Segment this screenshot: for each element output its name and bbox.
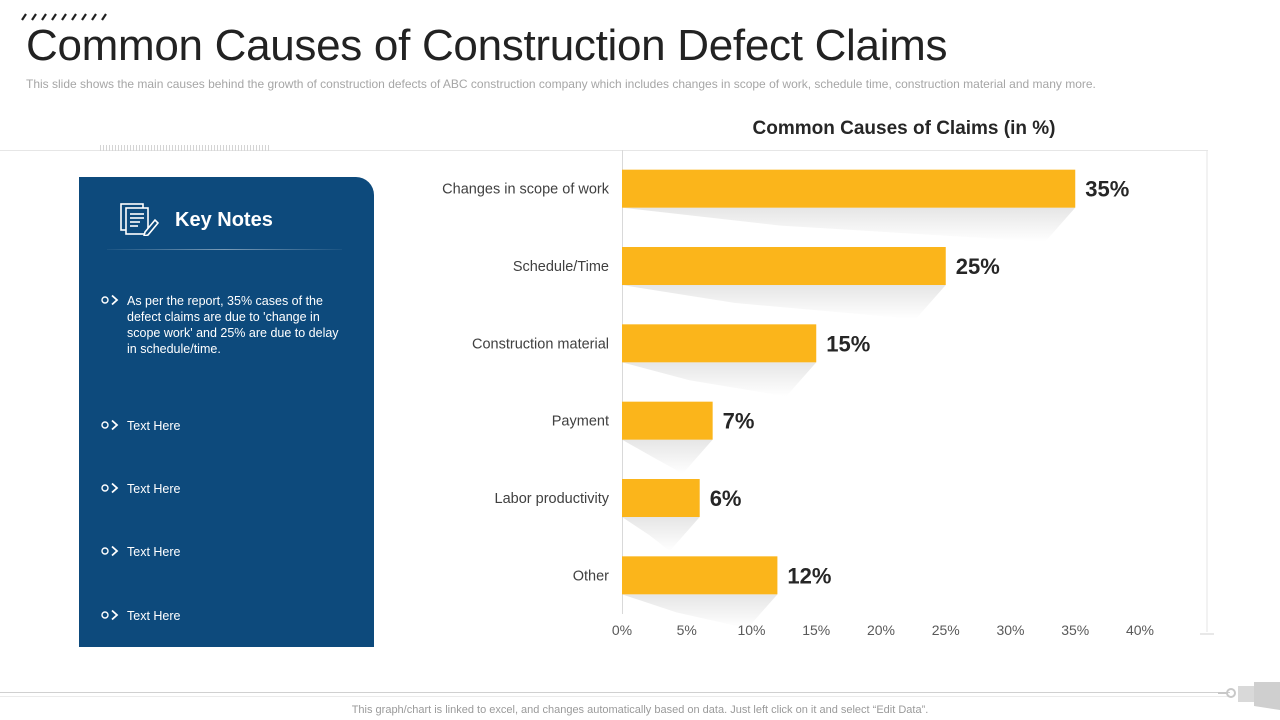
chart-title: Common Causes of Claims (in %) — [752, 118, 1056, 139]
category-label: Other — [573, 568, 609, 584]
bar — [622, 401, 713, 440]
bar-shadow — [622, 285, 946, 319]
footer-note: This graph/chart is linked to excel, and… — [351, 704, 929, 716]
bullet-arrow-icon — [101, 419, 119, 431]
key-note-text: Text Here — [127, 419, 181, 433]
bar-shadow — [622, 517, 700, 551]
bar — [622, 556, 778, 595]
data-label: 15% — [826, 331, 870, 356]
bullet-arrow-icon — [101, 609, 119, 621]
plug-icon — [1218, 682, 1280, 710]
bar-shadow — [622, 594, 778, 629]
key-note-text: As per the report, 35% cases of the defe… — [127, 294, 339, 356]
bar — [622, 479, 700, 517]
key-notes-divider — [107, 249, 342, 250]
x-tick-label: 15% — [802, 622, 830, 638]
bullet-arrow-icon — [101, 482, 119, 494]
page-title: Common Causes of Construction Defect Cla… — [26, 21, 948, 70]
x-tick-label: 40% — [1126, 622, 1154, 638]
key-notes-panel: Key Notes As per the report, 35% cases o… — [79, 177, 374, 647]
bar — [622, 324, 817, 363]
x-tick-label: 0% — [612, 622, 632, 638]
x-tick-label: 30% — [996, 622, 1024, 638]
key-note-text: Text Here — [127, 609, 181, 623]
page-subtitle: This slide shows the main causes behind … — [26, 77, 1096, 91]
bar-shadow — [622, 207, 1076, 242]
x-tick-label: 10% — [737, 622, 765, 638]
footer-divider-secondary — [0, 696, 1230, 697]
footer-divider — [0, 692, 1230, 693]
decorative-slashes — [21, 13, 107, 21]
bar-shadow — [622, 362, 817, 397]
data-label: 25% — [956, 254, 1000, 279]
bullet-arrow-icon — [101, 294, 119, 306]
x-tick-label: 35% — [1061, 622, 1089, 638]
data-label: 35% — [1085, 177, 1129, 202]
top-divider — [0, 150, 1208, 151]
decorative-ruler-ticks — [100, 145, 269, 151]
data-label: 6% — [710, 486, 742, 511]
x-tick-label: 5% — [677, 622, 697, 638]
category-label: Payment — [552, 414, 609, 430]
bar-shadow — [622, 439, 713, 474]
x-tick-label: 25% — [932, 622, 960, 638]
data-label: 12% — [787, 563, 831, 588]
x-tick-label: 20% — [867, 622, 895, 638]
bar — [622, 247, 946, 285]
category-label: Labor productivity — [495, 491, 610, 507]
key-notes-title: Key Notes — [175, 209, 273, 231]
category-label: Changes in scope of work — [442, 182, 610, 198]
bullet-arrow-icon — [101, 545, 119, 557]
data-label: 7% — [723, 409, 755, 434]
key-note-text: Text Here — [127, 545, 181, 559]
category-label: Schedule/Time — [513, 259, 609, 275]
key-note-text: Text Here — [127, 482, 181, 496]
notes-document-icon — [120, 203, 159, 236]
category-label: Construction material — [472, 336, 609, 352]
bar — [622, 169, 1076, 208]
